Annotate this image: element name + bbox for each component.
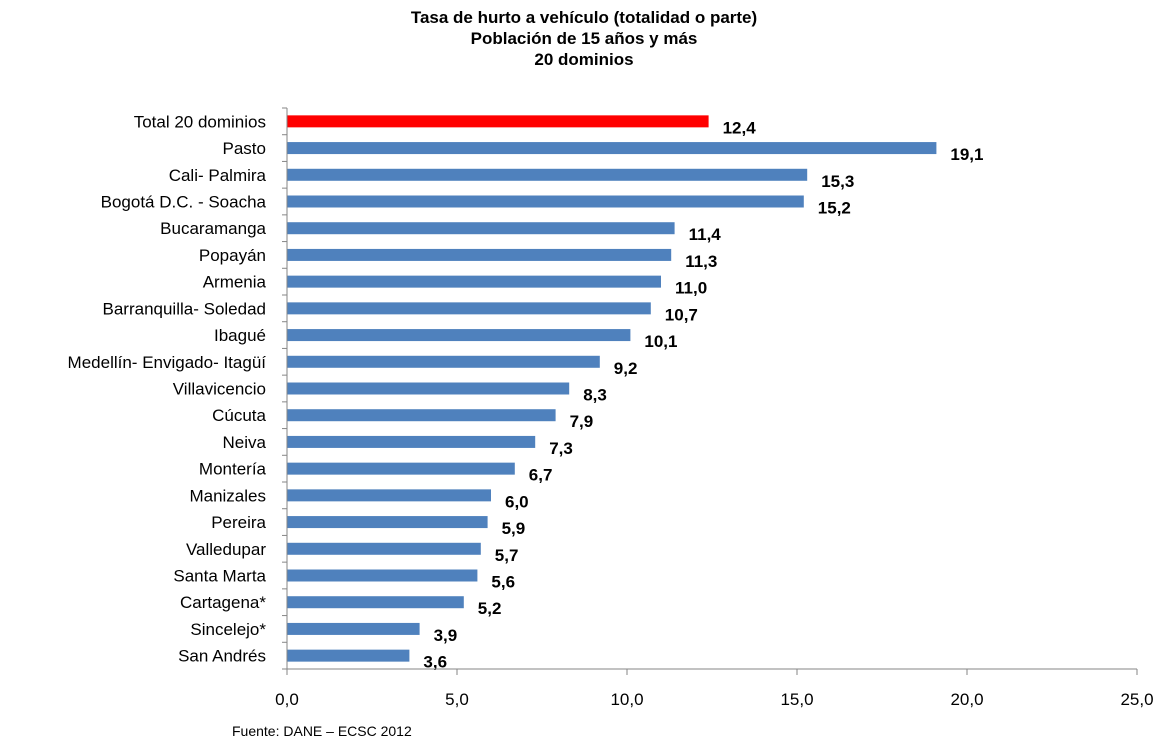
value-label-10: 8,3 <box>583 386 607 405</box>
bars-layer: Total 20 dominios 12,4 Pasto 19,1 Cali- Palm… <box>68 112 984 671</box>
bar-5 <box>287 248 672 261</box>
value-label-18: 5,2 <box>478 599 502 618</box>
chart-title-line-3: 20 dominios <box>534 50 634 69</box>
x-tick-label-1: 5,0 <box>445 690 469 709</box>
value-label-1: 19,1 <box>950 145 983 164</box>
category-label-7: Barranquilla- Soledad <box>103 299 267 318</box>
category-label-13: Montería <box>199 460 267 479</box>
value-label-2: 15,3 <box>821 172 854 191</box>
bar-7 <box>287 302 651 315</box>
axis-layer: 0,0 5,0 10,0 15,0 20,0 25,0 <box>275 107 1154 709</box>
chart-title-line-2: Población de 15 años y más <box>470 29 698 48</box>
chart-title-line-1: Tasa de hurto a vehículo (totalidad o pa… <box>410 8 758 27</box>
value-label-3: 15,2 <box>818 199 851 218</box>
value-label-11: 7,9 <box>570 412 594 431</box>
bar-16 <box>287 542 481 555</box>
x-tick-label-3: 15,0 <box>780 690 813 709</box>
category-label-20: San Andrés <box>178 647 266 666</box>
value-label-19: 3,9 <box>434 626 458 645</box>
bar-0 <box>287 115 709 128</box>
category-label-12: Neiva <box>223 433 267 452</box>
category-label-9: Medellín- Envigado- Itagüí <box>68 353 267 372</box>
category-label-3: Bogotá D.C. - Soacha <box>101 193 267 212</box>
value-label-5: 11,3 <box>685 252 717 271</box>
bar-1 <box>287 142 937 155</box>
value-label-6: 11,0 <box>675 279 707 298</box>
value-label-12: 7,3 <box>549 439 573 458</box>
bar-8 <box>287 329 631 342</box>
x-tick-label-5: 25,0 <box>1120 690 1153 709</box>
bar-3 <box>287 195 804 208</box>
value-label-14: 6,0 <box>505 492 529 511</box>
bar-18 <box>287 596 464 609</box>
bar-15 <box>287 516 488 529</box>
value-label-4: 11,4 <box>689 225 722 244</box>
value-label-0: 12,4 <box>723 118 757 137</box>
bar-11 <box>287 409 556 422</box>
value-label-20: 3,6 <box>423 653 447 672</box>
bar-4 <box>287 222 675 235</box>
bar-10 <box>287 382 570 395</box>
category-label-1: Pasto <box>223 139 266 158</box>
category-label-11: Cúcuta <box>212 406 266 425</box>
bar-14 <box>287 489 491 502</box>
bar-2 <box>287 168 808 181</box>
value-label-13: 6,7 <box>529 466 553 485</box>
bar-9 <box>287 355 600 368</box>
value-label-17: 5,6 <box>491 573 515 592</box>
source-note: Fuente: DANE – ECSC 2012 <box>232 723 412 739</box>
value-label-7: 10,7 <box>665 305 698 324</box>
value-label-16: 5,7 <box>495 546 519 565</box>
category-label-19: Sincelejo* <box>190 620 266 639</box>
category-label-10: Villavicencio <box>173 380 266 399</box>
category-label-5: Popayán <box>199 246 266 265</box>
category-label-4: Bucaramanga <box>160 219 266 238</box>
bar-12 <box>287 435 536 448</box>
value-label-9: 9,2 <box>614 359 638 378</box>
bar-17 <box>287 569 478 582</box>
bar-6 <box>287 275 661 288</box>
category-label-6: Armenia <box>203 273 267 292</box>
bar-19 <box>287 622 420 635</box>
category-label-8: Ibagué <box>214 326 266 345</box>
bar-20 <box>287 649 410 662</box>
x-tick-label-2: 10,0 <box>610 690 643 709</box>
category-label-14: Manizales <box>189 486 266 505</box>
category-label-0: Total 20 dominios <box>134 112 266 131</box>
category-label-18: Cartagena* <box>180 593 266 612</box>
category-label-17: Santa Marta <box>173 567 266 586</box>
x-tick-label-0: 0,0 <box>275 690 299 709</box>
value-label-15: 5,9 <box>502 519 526 538</box>
category-label-2: Cali- Palmira <box>169 166 267 185</box>
bar-13 <box>287 462 515 475</box>
category-label-15: Pereira <box>211 513 266 532</box>
x-tick-label-4: 20,0 <box>950 690 983 709</box>
value-label-8: 10,1 <box>644 332 677 351</box>
category-label-16: Valledupar <box>186 540 266 559</box>
